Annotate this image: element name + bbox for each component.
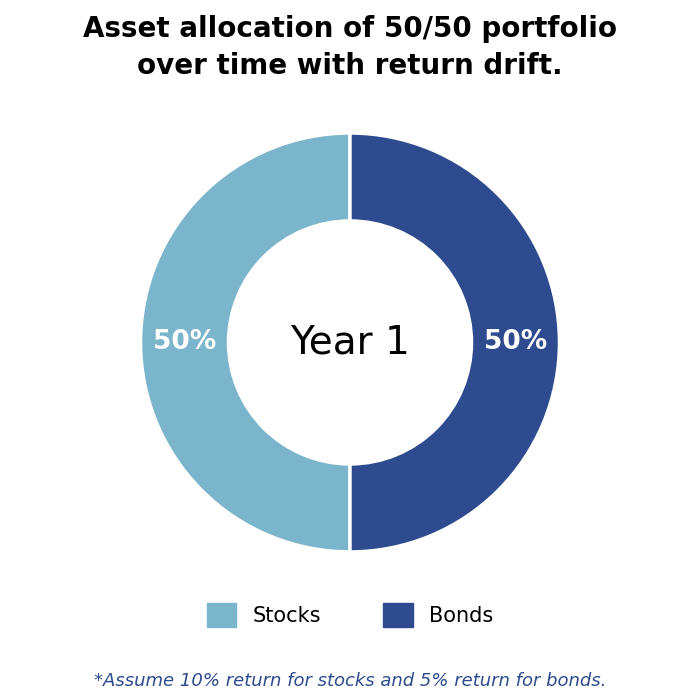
Wedge shape (350, 133, 559, 552)
Legend: Stocks, Bonds: Stocks, Bonds (198, 595, 502, 636)
Text: 50%: 50% (153, 330, 216, 356)
Text: *Assume 10% return for stocks and 5% return for bonds.: *Assume 10% return for stocks and 5% ret… (94, 671, 606, 690)
Circle shape (228, 221, 472, 464)
Text: Year 1: Year 1 (290, 323, 410, 361)
Title: Asset allocation of 50/50 portfolio
over time with return drift.: Asset allocation of 50/50 portfolio over… (83, 15, 617, 80)
Wedge shape (141, 133, 350, 552)
Circle shape (177, 172, 529, 524)
Text: 50%: 50% (484, 330, 547, 356)
